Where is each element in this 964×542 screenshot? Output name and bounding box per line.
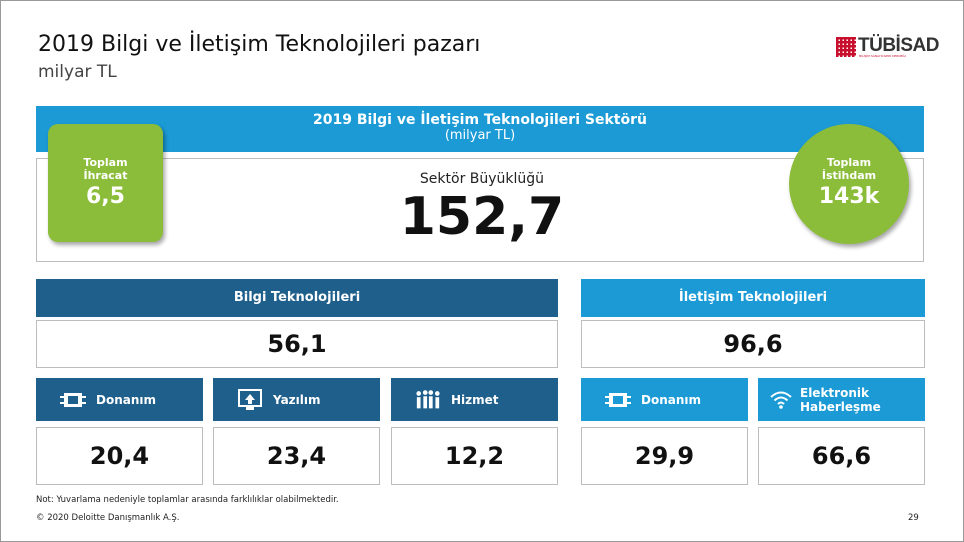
sector-size-label: Sektör Büyüklüğü [419,171,545,187]
ct-hardware-header: Donanım [581,378,748,421]
ct-total-value: 96,6 [581,320,925,368]
sector-banner: 2019 Bilgi ve İletişim Teknolojileri Sek… [36,106,924,152]
ct-hardware-label: Donanım [641,392,702,407]
ct-hardware-value: 29,9 [581,427,748,485]
slide-title: 2019 Bilgi ve İletişim Teknolojileri paz… [38,32,481,57]
total-export-value: 6,5 [86,184,125,209]
it-total-value: 56,1 [36,320,558,368]
slide-subtitle: milyar TL [38,62,117,82]
ct-electronic-comm-value: 66,6 [758,427,925,485]
ct-header: İletişim Teknolojileri [581,279,925,317]
logo-text: TÜBİSAD [858,35,939,56]
people-icon [415,389,441,411]
total-export-card: Toplam İhracat 6,5 [48,124,163,242]
banner-title: 2019 Bilgi ve İletişim Teknolojileri Sek… [313,112,647,128]
total-employment-value: 143k [818,184,880,209]
logo-grid-icon [836,37,856,57]
it-hardware-label: Donanım [96,392,157,407]
it-software-header: Yazılım [213,378,380,421]
it-header: Bilgi Teknolojileri [36,279,558,317]
hardware-icon [60,389,86,411]
it-hardware-value: 20,4 [36,427,203,485]
total-export-label: Toplam İhracat [83,156,128,182]
ct-electronic-comm-header: Elektronik Haberleşme [758,378,925,421]
logo-subtext: BİLİŞİM SANAYİCİLERİ DERNEĞİ [859,54,906,58]
it-service-header: Hizmet [391,378,558,421]
it-software-value: 23,4 [213,427,380,485]
tubisad-logo: TÜBİSAD BİLİŞİM SANAYİCİLERİ DERNEĞİ [836,35,939,59]
it-hardware-header: Donanım [36,378,203,421]
sector-size-value: 152,7 [399,187,565,247]
total-employment-card: Toplam İstihdam 143k [789,124,909,244]
it-service-value: 12,2 [391,427,558,485]
copyright: © 2020 Deloitte Danışmanlık A.Ş. [36,513,180,523]
software-icon [237,388,263,411]
it-software-label: Yazılım [273,392,321,407]
it-service-label: Hizmet [451,392,499,407]
banner-unit: (milyar TL) [444,128,516,143]
sector-size-box [36,158,924,262]
total-employment-label: Toplam İstihdam [821,156,877,182]
page-number: 29 [908,513,919,523]
ct-electronic-comm-label: Elektronik Haberleşme [800,385,881,414]
footnote: Not: Yuvarlama nedeniyle toplamlar arası… [36,495,339,505]
hardware-icon [605,389,631,411]
wifi-icon [768,389,794,411]
